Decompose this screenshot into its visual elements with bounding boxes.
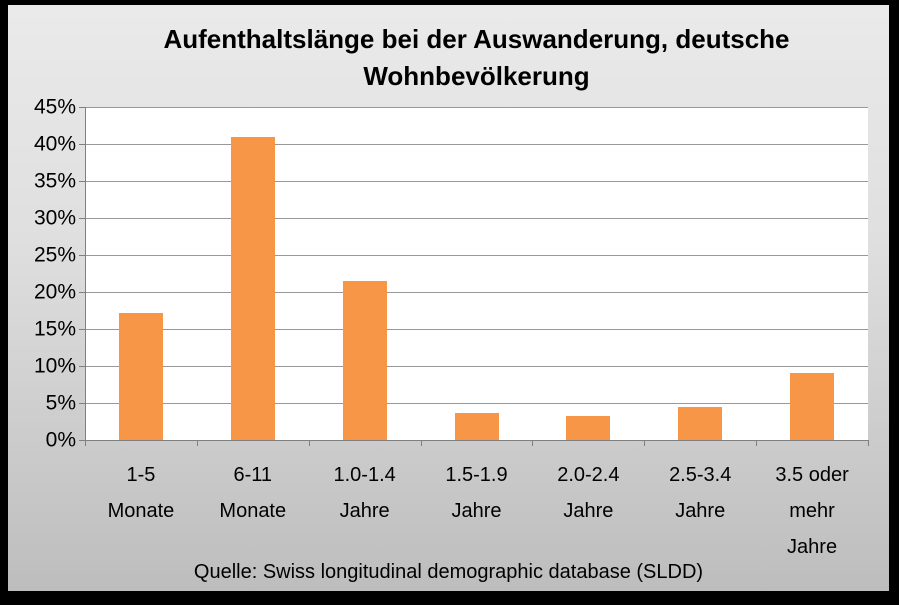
y-tick-30 xyxy=(79,218,85,219)
x-tick-2 xyxy=(308,440,310,446)
x-tick-1 xyxy=(196,440,198,446)
gridline-45 xyxy=(85,107,868,108)
y-axis-label-15: 15% xyxy=(33,317,76,341)
source-note: Quelle: Swiss longitudinal demographic d… xyxy=(193,561,704,583)
y-axis-label-45: 45% xyxy=(33,95,76,119)
bar-4 xyxy=(454,412,499,440)
x-tick-5 xyxy=(644,440,646,446)
x-axis-label-7: 3.5 oder mehr Jahre xyxy=(775,464,849,558)
y-tick-40 xyxy=(79,144,85,145)
y-tick-10 xyxy=(79,366,85,367)
gridline-10 xyxy=(85,366,868,367)
x-tick-3 xyxy=(420,440,422,446)
gridline-20 xyxy=(85,292,868,293)
y-axis-label-25: 25% xyxy=(33,243,76,267)
y-axis-label-0: 0% xyxy=(45,428,76,452)
y-axis-line xyxy=(85,107,86,441)
bar-5 xyxy=(566,415,611,440)
chart-title-line-1: Aufenthaltslänge bei der Auswanderung, d… xyxy=(163,24,790,54)
y-tick-20 xyxy=(79,292,85,293)
y-axis-label-5: 5% xyxy=(45,391,76,415)
y-tick-15 xyxy=(79,329,85,330)
y-tick-25 xyxy=(79,255,85,256)
x-tick-0 xyxy=(85,440,86,446)
y-axis-label-20: 20% xyxy=(33,280,76,304)
y-tick-35 xyxy=(79,181,85,182)
bar-2 xyxy=(230,136,275,440)
bar-3 xyxy=(342,280,387,440)
bar-7 xyxy=(790,373,835,440)
y-axis-label-10: 10% xyxy=(33,354,76,378)
y-axis-label-35: 35% xyxy=(33,169,76,193)
x-tick-7 xyxy=(868,440,869,446)
gridline-5 xyxy=(85,403,868,404)
plot-area xyxy=(85,107,868,441)
x-axis-label-2: 6-11 Monate xyxy=(219,464,287,522)
chart-title-line-2: Wohnbevölkerung xyxy=(363,61,590,91)
gridline-15 xyxy=(85,329,868,330)
gridline-30 xyxy=(85,218,868,219)
gridline-25 xyxy=(85,255,868,256)
y-tick-45 xyxy=(79,107,85,108)
bar-1 xyxy=(118,313,163,440)
y-tick-5 xyxy=(79,403,85,404)
y-axis-label-40: 40% xyxy=(33,132,76,156)
x-axis-label-3: 1.0-1.4 Jahre xyxy=(333,464,396,522)
gridline-40 xyxy=(85,144,868,145)
y-axis-label-30: 30% xyxy=(33,206,76,230)
chart-title: Aufenthaltslänge bei der Auswanderung, d… xyxy=(85,21,868,95)
x-axis-label-1: 1-5 Monate xyxy=(107,464,175,522)
x-axis-label-4: 1.5-1.9 Jahre xyxy=(445,464,508,522)
y-tick-0 xyxy=(79,440,85,441)
bar-6 xyxy=(678,407,723,440)
x-axis-label-5: 2.0-2.4 Jahre xyxy=(557,464,620,522)
x-tick-6 xyxy=(756,440,758,446)
x-axis-label-6: 2.5-3.4 Jahre xyxy=(669,464,732,522)
x-tick-4 xyxy=(532,440,534,446)
x-axis-line xyxy=(85,440,868,441)
gridline-35 xyxy=(85,181,868,182)
